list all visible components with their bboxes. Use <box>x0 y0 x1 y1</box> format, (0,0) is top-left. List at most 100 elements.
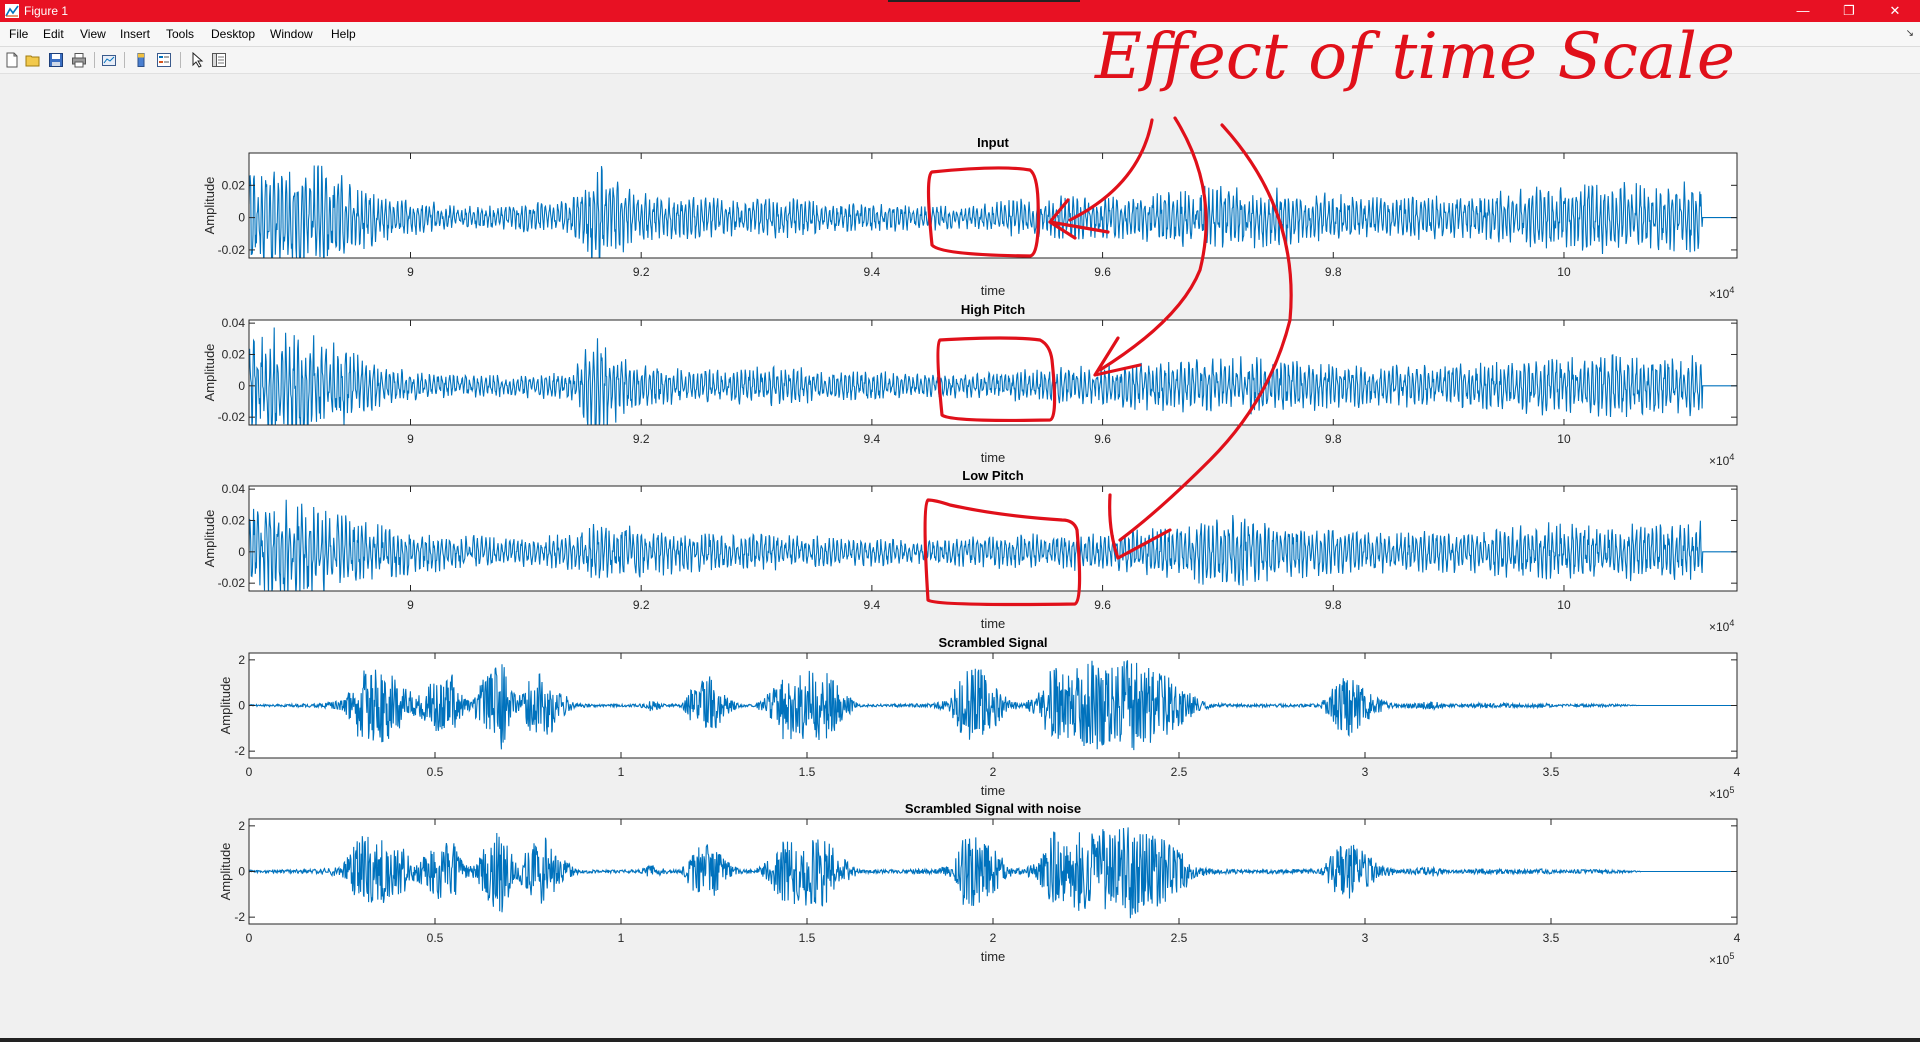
title-indicator <box>888 0 1080 2</box>
x-tick-label: 1 <box>618 765 625 779</box>
x-axis-label: time <box>981 450 1006 465</box>
dock-arrow-icon[interactable]: ↘ <box>1905 28 1914 39</box>
x-tick-label: 9 <box>407 265 414 279</box>
menu-desktop[interactable]: Desktop <box>211 27 256 41</box>
axes-background <box>249 320 1737 425</box>
annotation-arrowhead-low-pitch <box>1108 493 1172 560</box>
annotation-box-high-pitch <box>936 336 1057 423</box>
restore-button[interactable]: ❐ <box>1826 0 1872 22</box>
x-tick-label: 3 <box>1362 931 1369 945</box>
x-tick-label: 9.2 <box>633 432 650 446</box>
y-tick-label: -2 <box>234 910 245 924</box>
close-icon: ✕ <box>1889 3 1901 18</box>
x-tick-label: 1.5 <box>799 765 816 779</box>
x-axis-label: time <box>981 616 1006 631</box>
taskbar-edge <box>0 1038 1920 1042</box>
y-tick-label: -2 <box>234 744 245 758</box>
y-axis-label: Amplitude <box>202 177 217 235</box>
axes-frame <box>248 319 1738 426</box>
save-icon[interactable] <box>48 52 64 68</box>
subplot-3[interactable]: 9 9.2 9.4 9.6 9.8 10 -0.02 0 0.02 0.04 Low Pitch ti… <box>202 468 1738 634</box>
print-icon[interactable] <box>71 52 87 68</box>
edit-plot-arrow-icon[interactable] <box>190 52 206 68</box>
x-axis-label: time <box>981 283 1006 298</box>
y-tick-label: 2 <box>238 819 245 833</box>
matlab-figure-icon <box>5 4 19 18</box>
y-tick-label: 2 <box>238 653 245 667</box>
axes-background <box>249 653 1737 758</box>
x-tick-label: 10 <box>1557 598 1571 612</box>
x-tick-label: 9.2 <box>633 598 650 612</box>
minimize-button[interactable]: — <box>1780 0 1826 22</box>
insert-colorbar-icon[interactable] <box>133 52 149 68</box>
x-axis-exponent: ×104 <box>1709 285 1734 301</box>
x-tick-label: 2.5 <box>1171 931 1188 945</box>
figure-toolbar <box>0 47 1920 74</box>
subplot-1[interactable]: 9 9.2 9.4 9.6 9.8 10 -0.02 0 0.02 Input time Amplit… <box>202 135 1738 301</box>
x-tick-label: 0.5 <box>427 931 444 945</box>
annotation-box-low-pitch <box>923 498 1082 607</box>
x-tick-label: 10 <box>1557 432 1571 446</box>
y-tick-label: 0 <box>238 545 245 559</box>
x-tick-label: 2.5 <box>1171 765 1188 779</box>
x-tick-label: 2 <box>990 931 997 945</box>
menu-window[interactable]: Window <box>270 27 313 41</box>
toolbar-separator <box>124 52 125 68</box>
menu-help[interactable]: Help <box>331 27 356 41</box>
x-tick-label: 9.4 <box>864 598 881 612</box>
x-tick-label: 2 <box>990 765 997 779</box>
signal-trace <box>249 660 1737 751</box>
x-tick-label: 9.2 <box>633 265 650 279</box>
toolbar-separator <box>94 52 95 68</box>
x-tick-label: 9.8 <box>1325 265 1342 279</box>
signal-trace <box>249 827 1737 919</box>
annotation-arrowhead-input <box>1048 198 1110 240</box>
close-button[interactable]: ✕ <box>1872 0 1918 22</box>
y-tick-label: 0 <box>238 379 245 393</box>
x-tick-label: 9.8 <box>1325 432 1342 446</box>
x-tick-label: 4 <box>1734 765 1741 779</box>
annotation-arrow-high-pitch <box>1098 116 1208 372</box>
subplot-title: Low Pitch <box>962 468 1023 483</box>
x-axis-exponent: ×105 <box>1709 785 1734 801</box>
axes-frame <box>248 152 1738 259</box>
menu-edit[interactable]: Edit <box>43 27 64 41</box>
x-tick-label: 3.5 <box>1543 765 1560 779</box>
menu-view[interactable]: View <box>80 27 106 41</box>
x-tick-label: 10 <box>1557 265 1571 279</box>
y-tick-label: -0.02 <box>218 243 246 257</box>
new-figure-icon[interactable] <box>4 52 20 68</box>
open-file-icon[interactable] <box>25 52 41 68</box>
y-tick-label: 0.02 <box>222 178 246 192</box>
x-tick-label: 9.6 <box>1094 265 1111 279</box>
window-title: Figure 1 <box>24 4 69 18</box>
x-tick-label: 9.4 <box>864 265 881 279</box>
x-tick-label: 9 <box>407 598 414 612</box>
property-inspector-icon[interactable] <box>211 52 227 68</box>
y-tick-label: 0.02 <box>222 347 246 361</box>
x-axis-exponent: ×104 <box>1709 618 1734 634</box>
menu-insert[interactable]: Insert <box>120 27 151 41</box>
link-plot-icon[interactable] <box>101 52 117 68</box>
x-tick-label: 9.4 <box>864 432 881 446</box>
annotation-arrow-input <box>1068 118 1154 222</box>
x-tick-label: 9.6 <box>1094 598 1111 612</box>
y-tick-label: 0 <box>238 865 245 879</box>
x-tick-label: 1.5 <box>799 931 816 945</box>
y-tick-label: -0.02 <box>218 576 246 590</box>
insert-legend-icon[interactable] <box>156 52 172 68</box>
menu-file[interactable]: File <box>9 27 29 41</box>
x-tick-label: 0 <box>246 931 253 945</box>
x-tick-label: 4 <box>1734 931 1741 945</box>
window-titlebar: Figure 1 — ❐ ✕ <box>0 0 1920 22</box>
subplot-2[interactable]: 9 9.2 9.4 9.6 9.8 10 -0.02 0 0.02 0.04 High Pitch t… <box>202 302 1738 468</box>
signal-trace <box>249 327 1737 425</box>
axes-frame <box>248 818 1738 925</box>
subplot-title: Input <box>977 135 1009 150</box>
x-tick-label: 9.6 <box>1094 432 1111 446</box>
menu-tools[interactable]: Tools <box>166 27 195 41</box>
y-tick-label: 0.02 <box>222 513 246 527</box>
